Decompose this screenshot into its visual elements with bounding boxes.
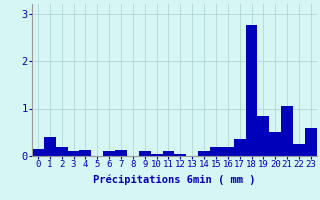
Bar bbox=[115, 150, 127, 156]
Bar bbox=[210, 146, 222, 156]
Bar bbox=[163, 151, 174, 156]
Bar bbox=[79, 150, 91, 156]
Bar bbox=[234, 139, 246, 156]
Bar bbox=[103, 151, 115, 156]
Bar bbox=[246, 25, 258, 156]
Bar bbox=[293, 144, 305, 156]
Bar bbox=[198, 151, 210, 156]
Bar bbox=[258, 116, 269, 156]
Bar bbox=[56, 146, 68, 156]
Bar bbox=[269, 132, 281, 156]
Bar bbox=[32, 149, 44, 156]
X-axis label: Précipitations 6min ( mm ): Précipitations 6min ( mm ) bbox=[93, 175, 256, 185]
Bar bbox=[281, 106, 293, 156]
Bar bbox=[44, 137, 56, 156]
Bar bbox=[174, 154, 186, 156]
Bar bbox=[222, 146, 234, 156]
Bar bbox=[151, 154, 163, 156]
Bar bbox=[305, 128, 317, 156]
Bar bbox=[68, 151, 79, 156]
Bar bbox=[139, 151, 151, 156]
